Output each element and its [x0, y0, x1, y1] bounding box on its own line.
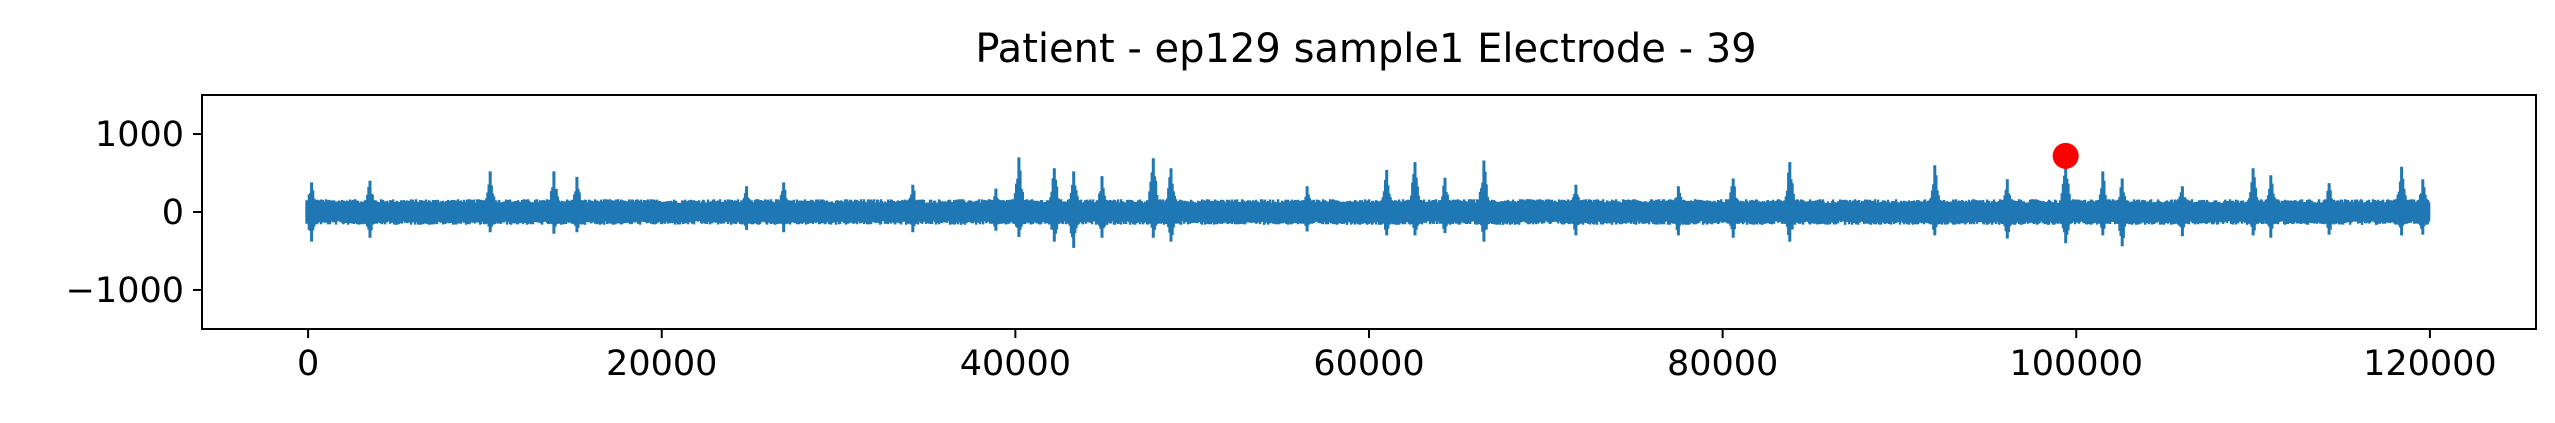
signal-burst-6 — [777, 182, 790, 233]
y-tick-label: 0 — [162, 193, 184, 233]
x-axis: 0 20000 40000 60000 80000 100000 120000 — [297, 329, 2497, 384]
signal-burst-0 — [305, 182, 318, 242]
peak-marker — [2052, 142, 2079, 169]
signal-burst-12 — [1095, 176, 1109, 238]
signal-burst-18 — [1438, 177, 1452, 234]
signal-burst-19 — [1477, 160, 1491, 242]
signal-burst-26 — [2059, 155, 2072, 244]
signal-burst-17 — [1408, 162, 1422, 236]
signal-burst-11 — [1067, 171, 1080, 248]
signal-burst-1 — [363, 180, 377, 238]
x-tick-label: 120000 — [2363, 344, 2497, 384]
signal-trace — [306, 199, 2431, 225]
signal-burst-7 — [906, 184, 920, 233]
signal-burst-29 — [2176, 186, 2189, 237]
signal-burst-22 — [1726, 178, 1740, 238]
x-tick-label: 80000 — [1667, 344, 1778, 384]
signal-burst-20 — [1569, 184, 1583, 236]
y-tick-label: −1000 — [66, 271, 184, 311]
x-tick-label: 100000 — [2009, 344, 2143, 384]
x-tick-label: 0 — [297, 344, 319, 384]
chart-title: Patient - ep129 sample1 Electrode - 39 — [975, 26, 1756, 72]
signal-burst-33 — [2395, 166, 2408, 236]
signal-burst-15 — [1300, 186, 1314, 232]
x-tick-label: 40000 — [960, 344, 1071, 384]
signal-burst-32 — [2322, 183, 2336, 235]
signal-burst-25 — [2001, 179, 2014, 239]
y-axis: 1000 0 −1000 — [66, 115, 202, 311]
signal-burst-2 — [483, 171, 497, 233]
signal-burst-16 — [1380, 169, 1393, 236]
x-tick-label: 60000 — [1313, 344, 1424, 384]
signal-burst-3 — [547, 171, 561, 234]
signal-burst-14 — [1164, 168, 1178, 242]
y-tick-label: 1000 — [95, 115, 184, 155]
signal-burst-23 — [1783, 162, 1797, 242]
signal-burst-8 — [989, 188, 1003, 231]
signal-burst-34 — [2416, 179, 2430, 235]
plot-area — [305, 142, 2431, 248]
signal-burst-24 — [1928, 165, 1942, 236]
signal-burst-28 — [2115, 178, 2129, 247]
signal-burst-31 — [2264, 175, 2278, 238]
signal-burst-10 — [1048, 168, 1061, 242]
x-tick-label: 20000 — [606, 344, 717, 384]
signal-burst-27 — [2096, 171, 2110, 236]
signal-burst-9 — [1012, 157, 1026, 237]
signal-burst-30 — [2246, 168, 2260, 236]
signal-burst-21 — [1672, 186, 1685, 236]
signal-burst-4 — [570, 176, 584, 233]
signal-burst-5 — [740, 186, 753, 230]
signal-burst-13 — [1147, 158, 1160, 238]
